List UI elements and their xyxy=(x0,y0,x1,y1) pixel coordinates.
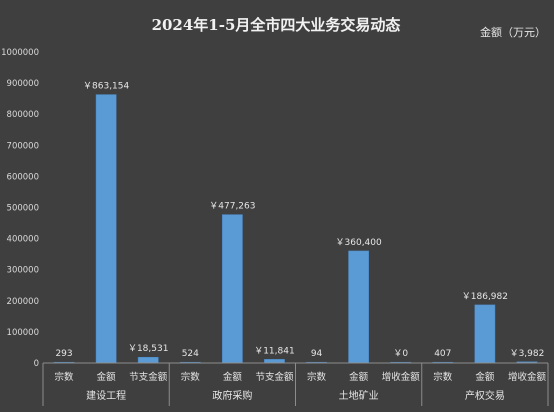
y-tick-label: 900000 xyxy=(7,79,39,89)
x-tick-label: 节支金额 xyxy=(255,371,294,383)
x-tick-label: 金额 xyxy=(97,371,117,383)
y-tick-label: 100000 xyxy=(7,328,39,338)
bar xyxy=(348,250,369,364)
data-label: 407 xyxy=(434,349,451,359)
y-tick-label: 200000 xyxy=(7,297,39,307)
y-tick-label: 600000 xyxy=(7,172,39,182)
x-tick-label: 宗数 xyxy=(181,371,201,383)
unit-label: 金额（万元） xyxy=(480,25,546,39)
x-tick-label: 宗数 xyxy=(307,371,327,383)
group-label: 政府采购 xyxy=(212,389,252,402)
x-tick-label: 宗数 xyxy=(55,371,75,383)
chart-title: 2024年1-5月全市四大业务交易动态 xyxy=(152,16,401,34)
y-tick-label: 0 xyxy=(34,359,39,369)
data-label: 524 xyxy=(182,349,199,359)
group-label: 建设工程 xyxy=(86,389,126,402)
x-tick-label: 金额 xyxy=(475,371,495,383)
group-label: 土地矿业 xyxy=(339,389,379,402)
bars: 293 ￥863,154 ￥18,531 524 ￥477,263 ￥11,841 94 ￥3… xyxy=(53,82,545,364)
data-label: ￥11,841 xyxy=(254,346,295,356)
y-tick-label: 800000 xyxy=(7,110,39,120)
group-label: 产权交易 xyxy=(465,389,505,402)
bar xyxy=(95,94,117,364)
y-tick-label: 300000 xyxy=(7,266,39,276)
y-tick-label: 700000 xyxy=(7,141,39,151)
data-label: 293 xyxy=(55,349,72,359)
bar xyxy=(474,304,496,364)
y-tick-label: 400000 xyxy=(7,235,39,245)
data-label: ￥0 xyxy=(393,349,408,359)
y-tick-label: 1000000 xyxy=(1,48,39,58)
bar xyxy=(264,359,285,364)
data-label: ￥3,982 xyxy=(510,349,545,359)
data-label: 94 xyxy=(311,349,323,359)
data-label: ￥863,154 xyxy=(83,82,129,92)
bar xyxy=(137,356,159,364)
y-tick-label: 500000 xyxy=(7,204,39,214)
data-label: ￥18,531 xyxy=(128,344,169,354)
x-tick-label: 节支金额 xyxy=(129,371,168,383)
x-tick-label: 金额 xyxy=(223,371,243,383)
data-label: ￥477,263 xyxy=(209,202,255,212)
x-tick-label: 增收金额 xyxy=(382,371,421,383)
data-label: ￥360,400 xyxy=(336,238,382,248)
x-tick-label: 金额 xyxy=(349,371,369,383)
x-tick-label: 增收金额 xyxy=(508,371,547,383)
data-label: ￥186,982 xyxy=(462,292,508,302)
y-axis: 0 100000 200000 300000 400000 500000 600000 700… xyxy=(1,48,39,369)
x-tick-label: 宗数 xyxy=(433,371,453,383)
bar xyxy=(222,214,243,364)
